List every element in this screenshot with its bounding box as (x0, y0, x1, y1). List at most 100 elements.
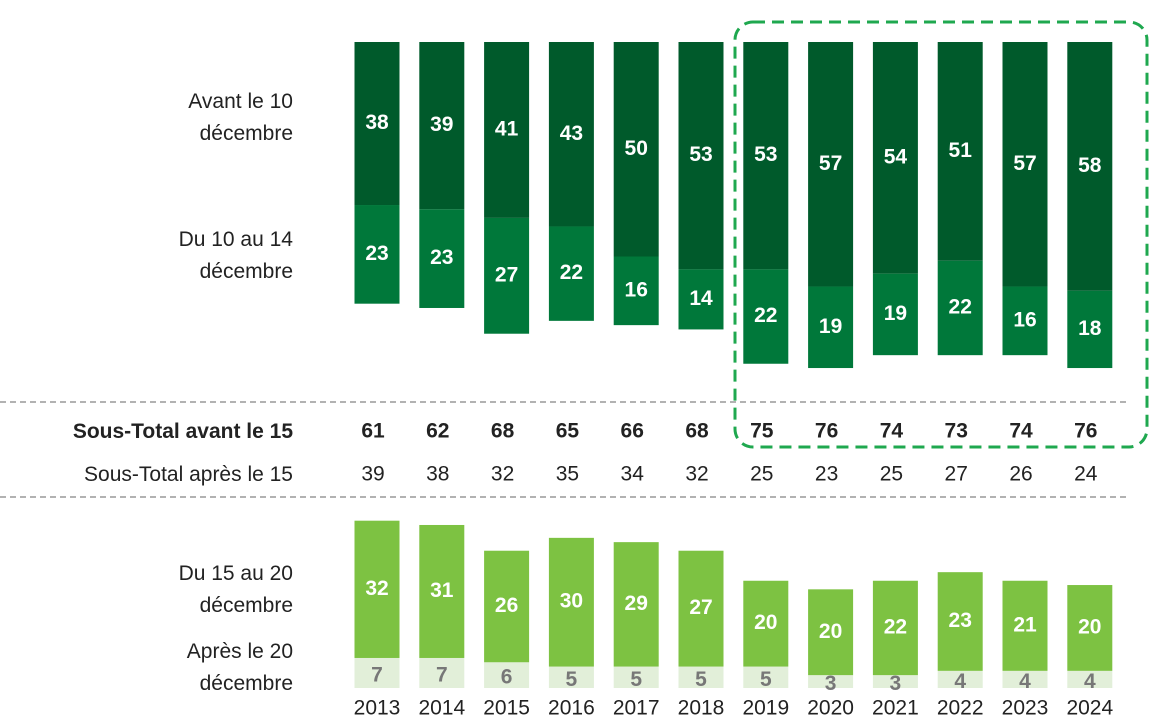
bar-segment (613, 256, 659, 326)
x-tick-label: 2014 (418, 697, 465, 720)
value-label: 20 (1078, 615, 1101, 638)
bar-segment (419, 657, 465, 688)
value-label: 21 (1013, 613, 1037, 636)
value-label: 54 (884, 145, 908, 168)
value-label: 7 (371, 664, 383, 687)
value-label: 16 (1013, 308, 1036, 331)
bar-segment (678, 269, 724, 330)
bar-segment (548, 666, 594, 688)
value-label: 53 (754, 143, 777, 166)
bar-segment (484, 42, 530, 218)
bar-segment (484, 217, 530, 334)
bar-segment (937, 670, 983, 688)
value-label: 23 (365, 242, 388, 265)
value-label: 3 (825, 672, 837, 695)
bar-segment (937, 572, 983, 671)
x-tick-label: 2015 (483, 697, 530, 720)
value-label: 16 (625, 278, 648, 301)
value-label: 23 (949, 609, 972, 632)
summary-value: 27 (945, 463, 968, 486)
highlight-box (733, 20, 1149, 449)
bar-segment (1002, 670, 1048, 688)
bar-segment (743, 42, 789, 270)
summary-value: 25 (750, 463, 773, 486)
label: Du 10 au 14 décembre (178, 228, 293, 283)
x-tick-label: 2024 (1066, 697, 1113, 720)
summary-value: 76 (1074, 420, 1097, 443)
bar-segment (678, 550, 724, 667)
summary-value: 32 (491, 463, 514, 486)
value-label: 53 (689, 143, 712, 166)
value-label: 22 (560, 261, 583, 284)
bar-segment (872, 42, 918, 274)
value-label: 4 (1019, 670, 1031, 693)
label: Du 15 au 20 décembre (178, 562, 293, 617)
bar-segment (872, 675, 918, 688)
value-label: 20 (819, 620, 842, 643)
value-label: 5 (566, 668, 578, 691)
summary-value: 61 (361, 420, 385, 443)
value-label: 50 (625, 137, 648, 160)
value-label: 51 (949, 139, 973, 162)
summary-value: 39 (361, 463, 384, 486)
x-tick-label: 2018 (678, 697, 725, 720)
bar-segment (808, 286, 854, 369)
bar-segment (354, 205, 400, 304)
bar-segment (808, 675, 854, 688)
value-label: 20 (754, 611, 777, 634)
x-tick-label: 2017 (613, 697, 660, 720)
bar-segment (808, 589, 854, 676)
bar-segment (1067, 42, 1113, 291)
value-label: 38 (365, 111, 389, 134)
bar-segment (548, 226, 594, 321)
summary-value: 26 (1009, 463, 1032, 486)
summary-value: 74 (880, 420, 904, 443)
value-label: 3 (890, 672, 902, 695)
bar-segment (548, 42, 594, 227)
bar-segment (678, 42, 724, 270)
value-label: 27 (495, 263, 518, 286)
label: Avant le 10 décembre (188, 90, 293, 145)
bar-segment (1002, 580, 1048, 671)
bar-segment (354, 42, 400, 206)
value-label: 30 (560, 590, 583, 613)
bar-segment (484, 550, 530, 663)
x-tick-label: 2021 (872, 697, 919, 720)
bar-segment (808, 42, 854, 287)
value-label: 57 (819, 152, 842, 175)
x-tick-label: 2020 (807, 697, 854, 720)
bar-segment (743, 269, 789, 364)
bar-segment (419, 524, 465, 658)
value-label: 5 (695, 668, 707, 691)
bar-segment (613, 666, 659, 688)
value-label: 29 (625, 592, 648, 615)
bar-segment (613, 42, 659, 257)
value-label: 26 (495, 594, 518, 617)
value-label: 22 (884, 615, 907, 638)
value-label: 4 (954, 670, 966, 693)
x-tick-label: 2022 (937, 697, 984, 720)
summary-value: 38 (426, 463, 449, 486)
bar-segment (678, 666, 724, 688)
value-label: 31 (430, 579, 454, 602)
value-label: 6 (501, 666, 513, 689)
value-label: 19 (819, 315, 842, 338)
summary-value: 68 (491, 420, 515, 443)
value-label: 18 (1078, 317, 1102, 340)
bar-segment (872, 273, 918, 356)
bar-segment (354, 520, 400, 658)
summary-value: 25 (880, 463, 903, 486)
x-tick-label: 2013 (354, 697, 401, 720)
bar-segment (937, 260, 983, 356)
summary-value: 35 (556, 463, 579, 486)
bar-segment (419, 209, 465, 308)
value-label: 57 (1013, 152, 1036, 175)
bar-segment (872, 580, 918, 676)
bar-segment (1067, 290, 1113, 369)
value-label: 39 (430, 113, 453, 136)
value-label: 32 (365, 577, 388, 600)
value-label: 5 (760, 668, 772, 691)
bar-segment (613, 542, 659, 667)
label: Sous-Total après le 15 (84, 463, 293, 486)
